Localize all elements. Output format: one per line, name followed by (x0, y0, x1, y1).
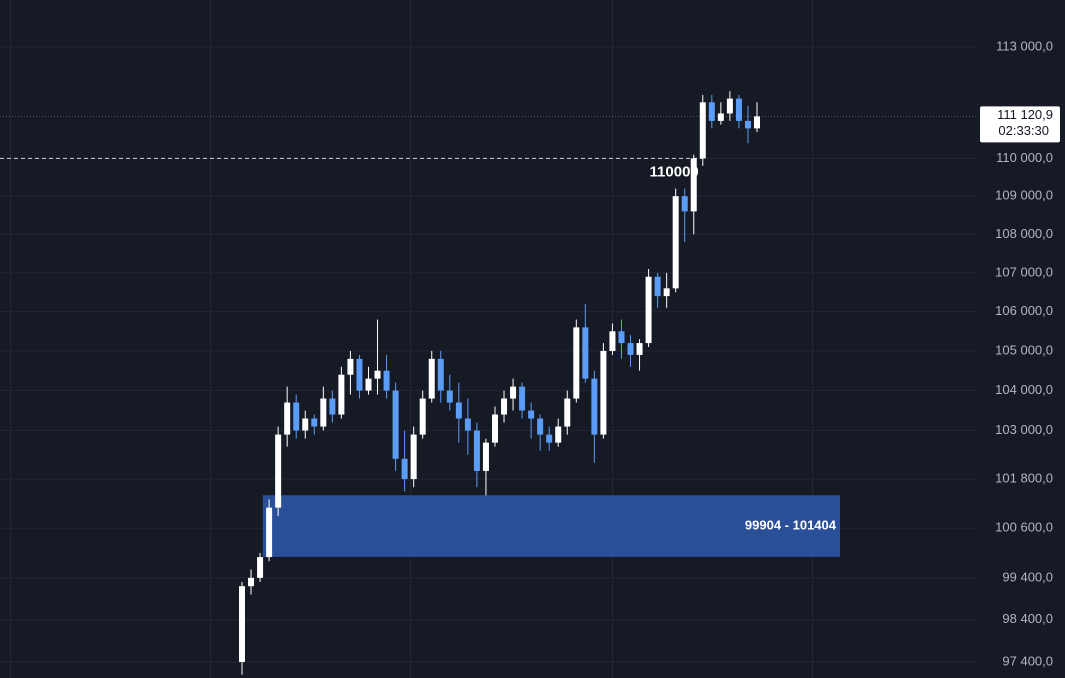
candle-body (708, 102, 715, 121)
y-tick-label: 113 000,0 (996, 38, 1053, 53)
candle-body (582, 327, 589, 379)
candle-body (275, 434, 282, 508)
y-tick-label: 108 000,0 (995, 226, 1053, 241)
candle-body (455, 402, 462, 419)
y-tick-label: 109 000,0 (995, 188, 1053, 203)
y-tick-label: 101 800,0 (995, 471, 1053, 486)
zone-label: 99904 - 101404 (745, 517, 837, 532)
candle-body (546, 434, 553, 443)
candle-body (609, 331, 616, 351)
y-tick-label: 99 400,0 (1002, 569, 1053, 584)
y-tick-label: 106 000,0 (995, 303, 1053, 318)
candle-body (311, 418, 318, 427)
candle-body (627, 343, 634, 355)
candle-body (365, 378, 372, 391)
candle-body (338, 374, 345, 415)
candle-body (573, 327, 580, 399)
candle-body (636, 343, 643, 355)
y-tick-label: 103 000,0 (995, 422, 1053, 437)
candle-body (754, 116, 760, 129)
candle-body (284, 402, 291, 435)
candle-body (383, 370, 390, 391)
y-tick-label: 104 000,0 (995, 382, 1053, 397)
candle-body (293, 402, 300, 431)
candle-body (257, 557, 264, 578)
candle-body (248, 577, 255, 587)
candle-body (446, 390, 453, 403)
candle-body (681, 196, 688, 212)
candle-body (618, 331, 625, 344)
y-tick-label: 110 000,0 (996, 150, 1053, 165)
candle-body (699, 102, 706, 159)
candle-body (645, 276, 652, 344)
candle-body (491, 414, 498, 443)
candle-body (464, 418, 471, 431)
level-label: 110000 (650, 163, 699, 180)
last-price-label: 111 120,9 (997, 107, 1053, 122)
candle-body (717, 113, 724, 121)
candle-body (428, 358, 435, 399)
candle-body (401, 458, 408, 480)
candle-body (419, 398, 426, 435)
candle-body (392, 390, 399, 459)
y-tick-label: 97 400,0 (1002, 653, 1053, 668)
candle-body (239, 586, 245, 662)
candle-body (266, 507, 273, 558)
candle-body (690, 158, 697, 212)
candle-body (374, 370, 381, 379)
candle-body (528, 410, 535, 419)
candle-body (726, 98, 733, 114)
candle-body (735, 98, 742, 121)
candle-body (654, 276, 661, 297)
candle-body (501, 398, 508, 415)
y-tick-label: 105 000,0 (995, 342, 1053, 357)
y-tick-label: 100 600,0 (995, 520, 1053, 535)
candle-body (356, 358, 363, 391)
candle-body (555, 426, 562, 443)
zone (262, 495, 840, 557)
candle-body (672, 196, 679, 289)
candle-body (510, 386, 517, 399)
countdown: 02:33:30 (998, 123, 1049, 138)
candle-body (482, 442, 489, 471)
candle-body (537, 418, 544, 435)
candle-body (744, 120, 751, 129)
candle-body (473, 430, 480, 471)
last-price-box (980, 106, 1060, 143)
candle-body (320, 398, 327, 427)
y-tick-label: 98 400,0 (1002, 611, 1053, 626)
candle-body (437, 358, 444, 391)
candle-body (591, 378, 598, 435)
candle-body (663, 288, 670, 297)
candle-body (564, 398, 571, 427)
candle-body (519, 386, 526, 411)
candle-body (600, 350, 607, 435)
y-tick-label: 107 000,0 (995, 264, 1053, 279)
candle-body (302, 418, 309, 431)
vertical-grid (10, 0, 813, 678)
candle-body (347, 358, 354, 375)
candle-body (329, 398, 336, 415)
candle-body (410, 434, 417, 480)
